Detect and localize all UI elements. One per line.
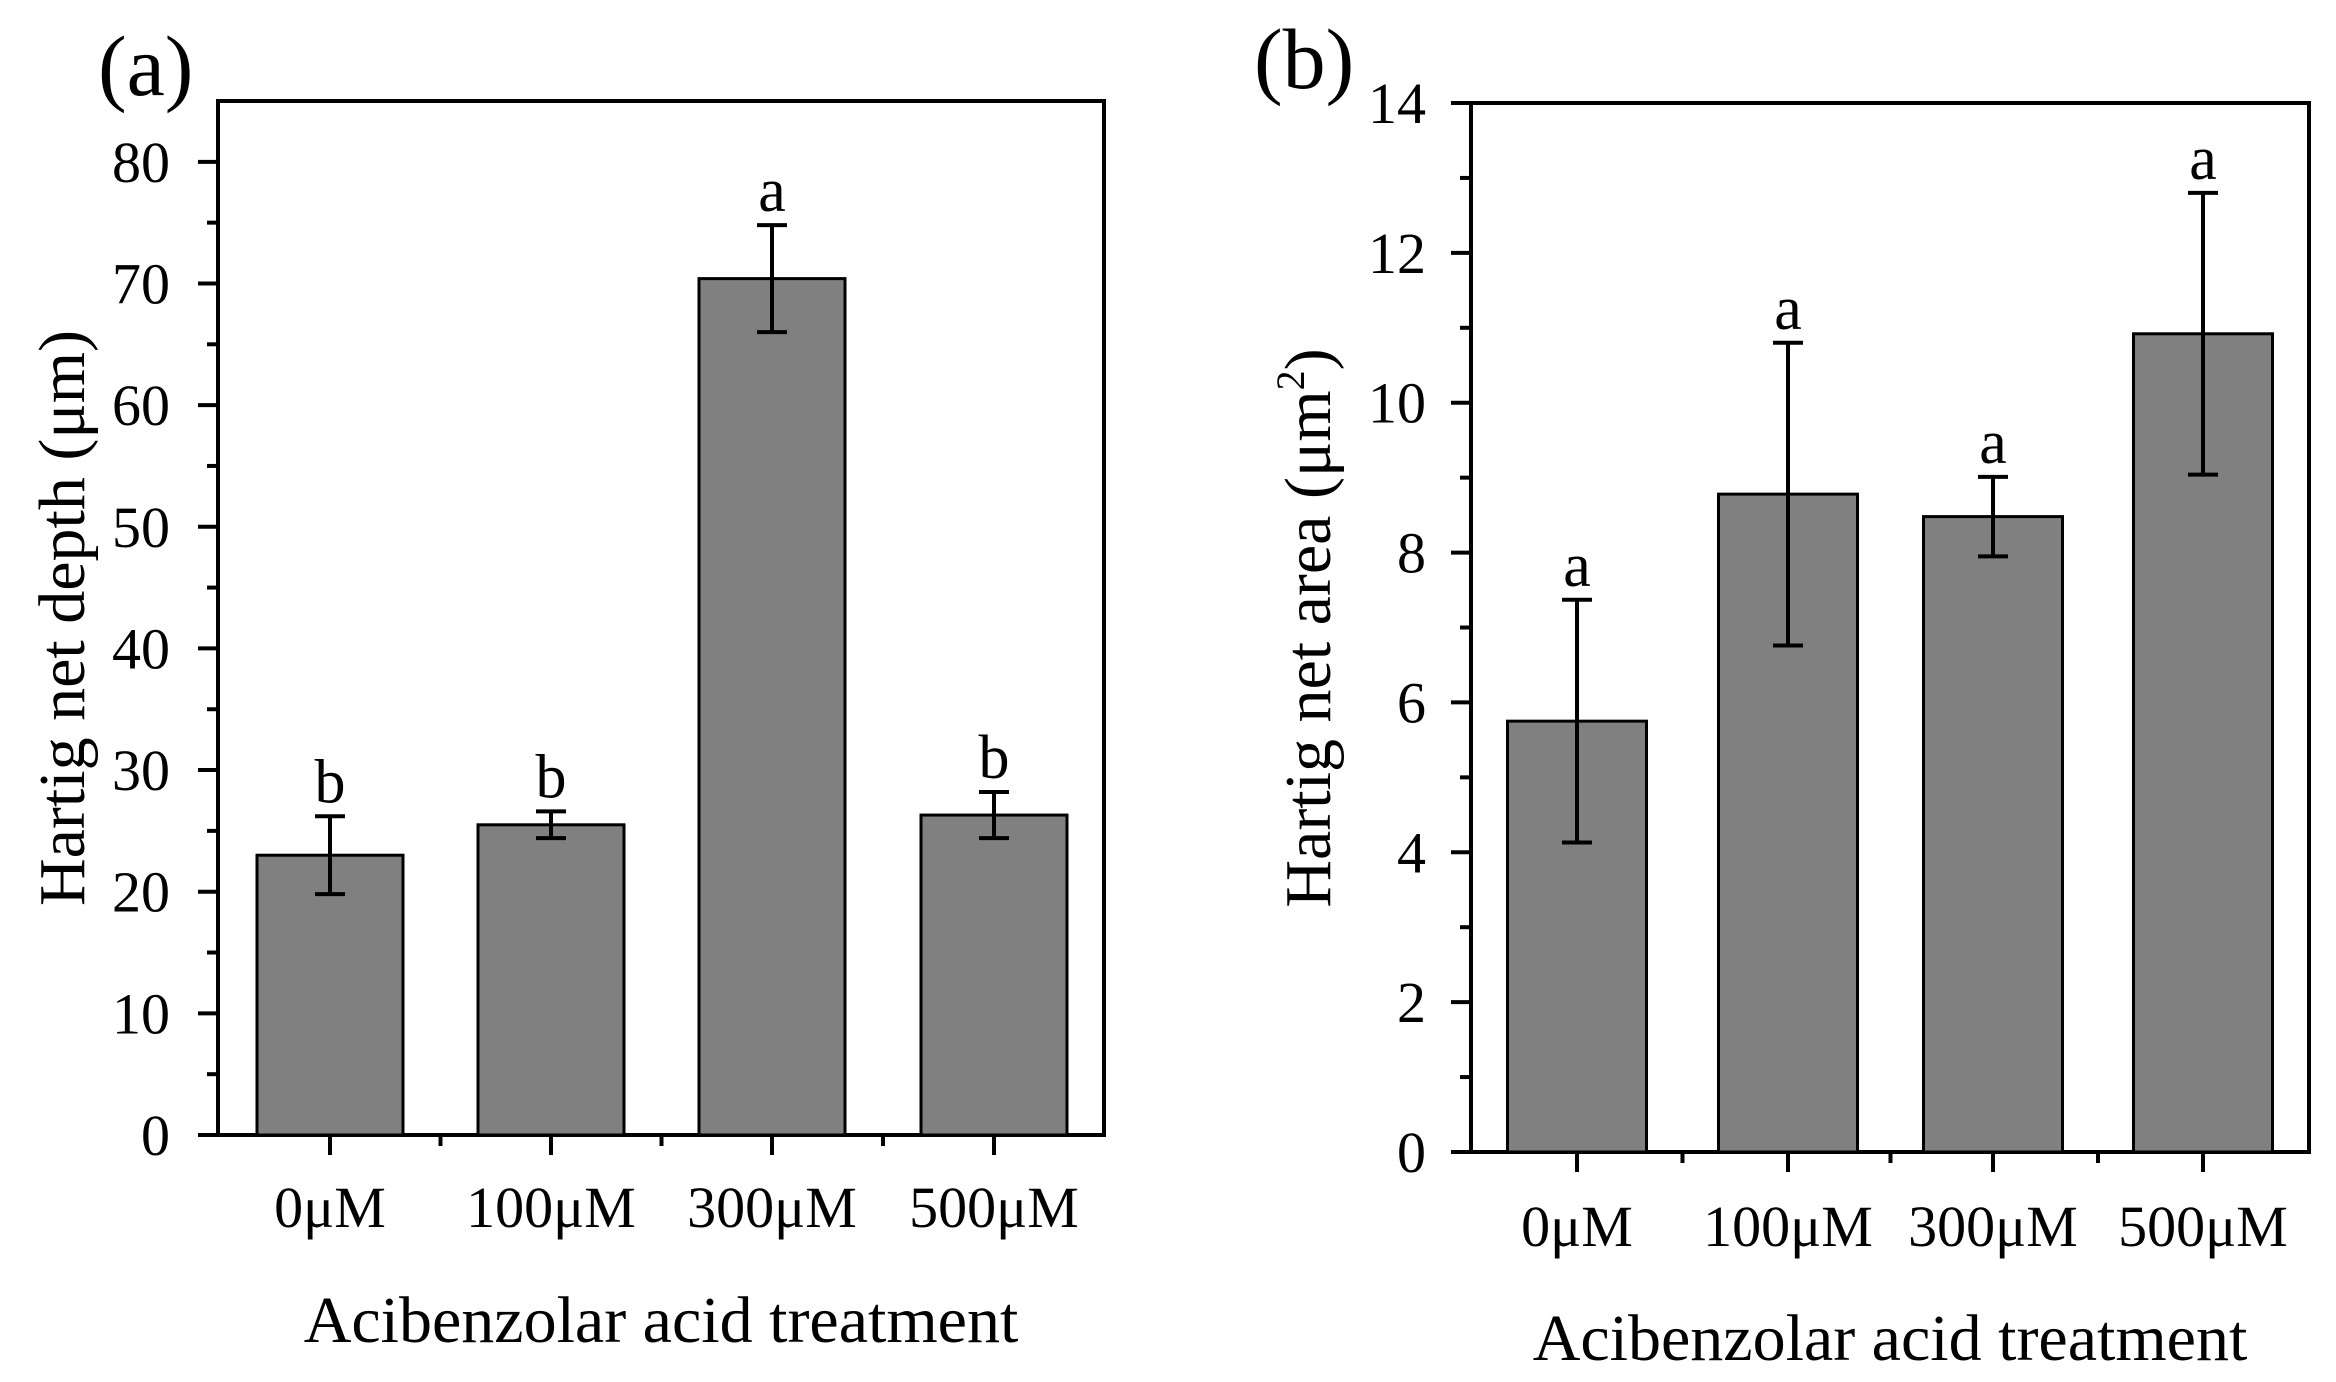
panel-a-bars: b b a b <box>255 157 1069 1137</box>
panel-a-significance-letter: b <box>315 748 346 816</box>
panel-a-bar <box>255 853 405 1137</box>
panel-b-bars: a a a a <box>1506 125 2274 1154</box>
panel-a-y-tick-label: 40 <box>112 616 170 681</box>
panel-b-y-tick-label: 14 <box>1368 71 1426 136</box>
panel-b-y-axis: 0 2 4 6 8 10 12 14 <box>1368 71 1471 1185</box>
panel-b-y-axis-title: Hartig net area (μm2) <box>1268 348 1345 907</box>
panel-b-significance-letter: a <box>2189 125 2217 193</box>
panel-a-y-tick-label: 70 <box>112 251 170 316</box>
panel-a-x-tick-label: 0μM <box>274 1175 386 1240</box>
panel-b-significance-letter: a <box>1774 275 1802 343</box>
panel-b-y-tick-label: 4 <box>1397 820 1426 885</box>
panel-a-significance-letter: a <box>758 157 786 225</box>
panel-b-x-tick-label: 0μM <box>1521 1194 1633 1259</box>
panel-a-y-tick-label: 80 <box>112 130 170 195</box>
panel-a-y-tick-label: 0 <box>141 1103 170 1168</box>
panel-a-y-tick-label: 50 <box>112 495 170 560</box>
panel-b-significance-letter: a <box>1563 532 1591 600</box>
panel-b-significance-letter: a <box>1979 409 2007 477</box>
panel-a-x-tick-label: 500μM <box>909 1175 1079 1240</box>
panel-a-y-tick-label: 60 <box>112 373 170 438</box>
panel-b-y-tick-label: 0 <box>1397 1120 1426 1185</box>
panel-b-label: (b) <box>1254 11 1354 107</box>
panel-b-y-tick-label: 2 <box>1397 970 1426 1035</box>
panel-b-y-tick-label: 8 <box>1397 521 1426 586</box>
panel-b-y-tick-label: 10 <box>1368 371 1426 436</box>
panel-b-y-tick-label: 12 <box>1368 221 1426 286</box>
panel-a-chart: (a) 0 10 20 30 40 50 60 70 80 0μM 100μM 300μM 500μM… <box>26 18 1106 1357</box>
panel-b-x-tick-label: 300μM <box>1908 1194 2078 1259</box>
panel-a-bar <box>476 823 626 1137</box>
panel-a-y-axis-title: Hartig net depth (μm) <box>26 330 99 906</box>
panel-b-x-axis: 0μM 100μM 300μM 500μM <box>1521 1152 2288 1259</box>
panel-a-y-tick-label: 20 <box>112 860 170 925</box>
panel-a-x-tick-label: 300μM <box>687 1175 857 1240</box>
panel-b-bar <box>1922 515 2064 1154</box>
panel-a-y-tick-label: 10 <box>112 981 170 1046</box>
panel-a-x-tick-label: 100μM <box>466 1175 636 1240</box>
panel-a-significance-letter: b <box>536 743 567 811</box>
panel-a-x-axis: 0μM 100μM 300μM 500μM <box>274 1135 1079 1240</box>
panel-a-bar <box>919 813 1069 1137</box>
panel-a-significance-letter: b <box>979 724 1010 792</box>
panel-b-x-tick-label: 500μM <box>2118 1194 2288 1259</box>
panel-b-x-tick-label: 100μM <box>1703 1194 1873 1259</box>
panel-a-x-axis-title: Acibenzolar acid treatment <box>304 1284 1019 1357</box>
panel-a-label: (a) <box>98 18 193 114</box>
panel-b-chart: (b) 0 2 4 6 8 10 12 14 0μM 100μM 300μM 500μM a a aa … <box>1254 11 2311 1375</box>
panel-a-bar <box>697 277 847 1137</box>
panel-a-y-tick-label: 30 <box>112 738 170 803</box>
panel-b-y-tick-label: 6 <box>1397 670 1426 735</box>
panel-b-x-axis-title: Acibenzolar acid treatment <box>1533 1302 2248 1375</box>
panel-a-y-axis: 0 10 20 30 40 50 60 70 80 <box>112 130 218 1168</box>
